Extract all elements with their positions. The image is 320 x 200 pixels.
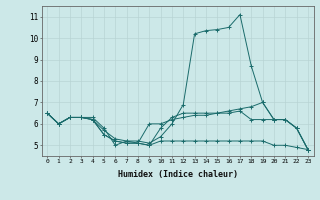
- X-axis label: Humidex (Indice chaleur): Humidex (Indice chaleur): [118, 170, 237, 179]
